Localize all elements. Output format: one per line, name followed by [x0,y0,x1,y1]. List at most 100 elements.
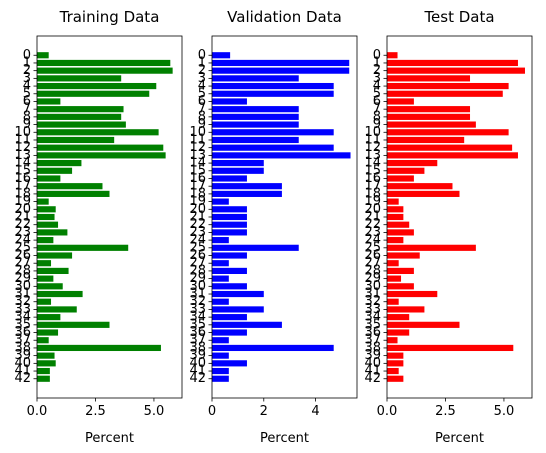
validation-ytick-label-3: 3 [198,71,206,86]
test-bar-21 [387,213,404,221]
test-ytick-label-21: 21 [364,210,381,225]
training-bar-31 [37,290,83,298]
test-bar-9 [387,121,476,128]
validation-title: Validation Data [227,8,342,26]
validation-bar-35 [212,321,282,328]
training-ytick-label-10: 10 [14,125,31,140]
test-bar-6 [387,98,414,105]
test-ytick-label-9: 9 [373,117,381,132]
test-bar-12 [387,144,513,151]
training-bar-21 [37,213,55,221]
validation-ytick-label-9: 9 [198,117,206,132]
validation-ytick-label-4: 4 [198,79,206,94]
test-ytick-label-35: 35 [364,317,381,332]
training-ytick-label-42: 42 [14,371,31,386]
validation-ytick-label-40: 40 [189,356,206,371]
training-ytick-label-38: 38 [14,340,31,355]
test-bar-29 [387,275,402,282]
validation-bar-24 [212,237,229,244]
test-ytick-label-5: 5 [373,86,381,101]
training-bar-37 [37,337,49,344]
training-ytick-label-40: 40 [14,356,31,371]
test-title: Test Data [423,8,494,26]
test-ytick-label-14: 14 [364,156,381,171]
validation-bar-17 [212,183,282,190]
test-xtick-label-1: 2.5 [435,404,456,419]
training-bar-35 [37,321,110,328]
training-bar-27 [37,260,52,267]
training-ytick-label-21: 21 [14,210,31,225]
validation-bar-40 [212,360,247,367]
validation-bar-27 [212,260,229,267]
validation-ytick-label-35: 35 [189,317,206,332]
validation-ytick-label-10: 10 [189,125,206,140]
test-ytick-label-32: 32 [364,294,381,309]
validation-ytick-label-39: 39 [189,348,206,363]
test-ytick-label-18: 18 [364,186,381,201]
training-ytick-label-17: 17 [14,179,31,194]
test-bar-41 [387,367,399,375]
training-bar-12 [37,144,164,151]
validation-bar-16 [212,175,247,182]
validation-ytick-label-18: 18 [189,186,206,201]
training-ytick-label-12: 12 [14,140,31,155]
test-bar-32 [387,298,399,305]
training-ytick-label-6: 6 [23,94,31,109]
validation-bar-39 [212,352,229,359]
training-ytick-label-3: 3 [23,71,31,86]
training-bar-16 [37,175,61,182]
validation-bar-14 [212,160,264,167]
test-ytick-label-25: 25 [364,240,381,255]
validation-xlabel: Percent [260,431,309,446]
training-bar-15 [37,167,73,174]
test-ytick-label-36: 36 [364,325,381,340]
validation-bar-15 [212,167,264,174]
validation-bar-32 [212,298,229,305]
test-bar-18 [387,190,460,197]
validation-ytick-label-7: 7 [198,102,206,117]
validation-ytick-label-21: 21 [189,210,206,225]
training-ytick-label-23: 23 [14,225,31,240]
training-ytick-label-1: 1 [23,55,31,70]
training-bar-33 [37,306,77,313]
training-bar-29 [37,275,54,282]
validation-ytick-label-24: 24 [189,233,206,248]
training-bar-5 [37,90,150,97]
training-xtick-label-2: 5.0 [144,404,165,419]
validation-ytick-label-6: 6 [198,94,206,109]
test-ytick-label-17: 17 [364,179,381,194]
training-ytick-label-25: 25 [14,240,31,255]
test-ytick-label-16: 16 [364,171,381,186]
training-ytick-label-15: 15 [14,163,31,178]
training-axes-frame [36,35,183,399]
training-ytick-label-30: 30 [14,279,31,294]
validation-ytick-label-33: 33 [189,302,206,317]
test-bar-40 [387,360,404,367]
test-ytick-label-27: 27 [364,256,381,271]
validation-bar-20 [212,206,247,213]
test-xtick-label-2: 5.0 [494,404,515,419]
validation-ytick-label-5: 5 [198,86,206,101]
training-bar-20 [37,206,56,213]
training-bar-42 [37,375,50,382]
training-bar-36 [37,329,59,336]
test-bar-25 [387,244,476,251]
test-bar-3 [387,75,471,82]
training-ytick-label-8: 8 [23,109,31,124]
training-bar-0 [37,52,49,59]
training-bar-34 [37,314,61,321]
test-bar-37 [387,337,398,344]
test-bar-34 [387,314,410,321]
validation-ytick-label-30: 30 [189,279,206,294]
training-ytick-label-24: 24 [14,233,31,248]
test-bar-15 [387,167,425,174]
test-ytick-label-1: 1 [373,55,381,70]
test-bar-27 [387,260,399,267]
test-ytick-label-33: 33 [364,302,381,317]
test-ytick-label-38: 38 [364,340,381,355]
test-bar-33 [387,306,425,313]
training-bar-2 [37,67,173,74]
test-ytick-label-40: 40 [364,356,381,371]
training-ytick-label-0: 0 [23,48,31,63]
